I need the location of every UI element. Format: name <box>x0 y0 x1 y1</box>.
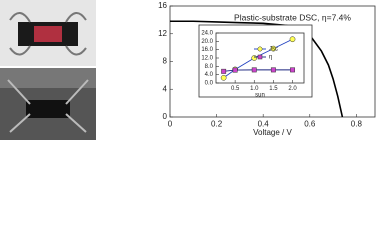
marker <box>251 67 257 73</box>
x-tick-label: 2.0 <box>288 86 297 92</box>
legend-marker <box>257 54 263 60</box>
y-tick-label: 16.0 <box>201 47 213 53</box>
x-tick-label: 0.8 <box>351 119 363 128</box>
y-tick-label: 0.0 <box>205 81 214 87</box>
marker <box>289 36 296 43</box>
x-tick-label: 0.2 <box>211 119 223 128</box>
x-axis-label: Voltage / V <box>253 128 292 137</box>
x-tick-label: 0.5 <box>231 86 240 92</box>
y-tick-label: 20.0 <box>201 39 213 45</box>
y-tick-label: 8 <box>163 57 168 66</box>
marker <box>270 67 276 73</box>
marker <box>221 68 227 74</box>
y-tick-label: 4 <box>163 84 168 93</box>
marker <box>270 45 277 52</box>
x-tick-label: 1.5 <box>269 86 278 92</box>
annotation: Plastic-substrate DSC, η=7.4% <box>234 12 351 22</box>
marker <box>232 67 238 73</box>
photo-top <box>0 0 96 66</box>
x-tick-label: 0 <box>168 119 173 128</box>
y-tick-label: 0 <box>163 112 168 121</box>
marker <box>251 55 258 61</box>
legend-marker <box>257 46 263 52</box>
x-tick-label: 1.0 <box>250 86 259 92</box>
y-tick-label: 12.0 <box>201 56 213 62</box>
marker <box>220 74 227 81</box>
y-tick-label: 4.0 <box>205 72 214 78</box>
x-axis-label: sun <box>255 93 265 99</box>
photo-bottom <box>0 68 96 140</box>
inset-chart: 0.0 4.0 8.0 12.0 16.0 20.0 24.0 0.5 1.0 1.5 2.0 sun… <box>198 24 313 99</box>
legend-label: Jsc <box>269 47 278 53</box>
x-tick-label: 0.6 <box>304 119 316 128</box>
y-tick-label: 8.0 <box>205 64 214 70</box>
y-tick-label: 24.0 <box>201 31 213 37</box>
marker <box>290 67 295 73</box>
y-tick-label: 12 <box>158 29 167 38</box>
legend-label: η <box>269 55 272 61</box>
y-tick-label: 16 <box>158 1 167 10</box>
figure: 0 4 8 12 16 0 0.2 0.4 0.6 0.8 Voltage / V Plastic-s… <box>0 0 376 140</box>
x-tick-label: 0.4 <box>258 119 270 128</box>
